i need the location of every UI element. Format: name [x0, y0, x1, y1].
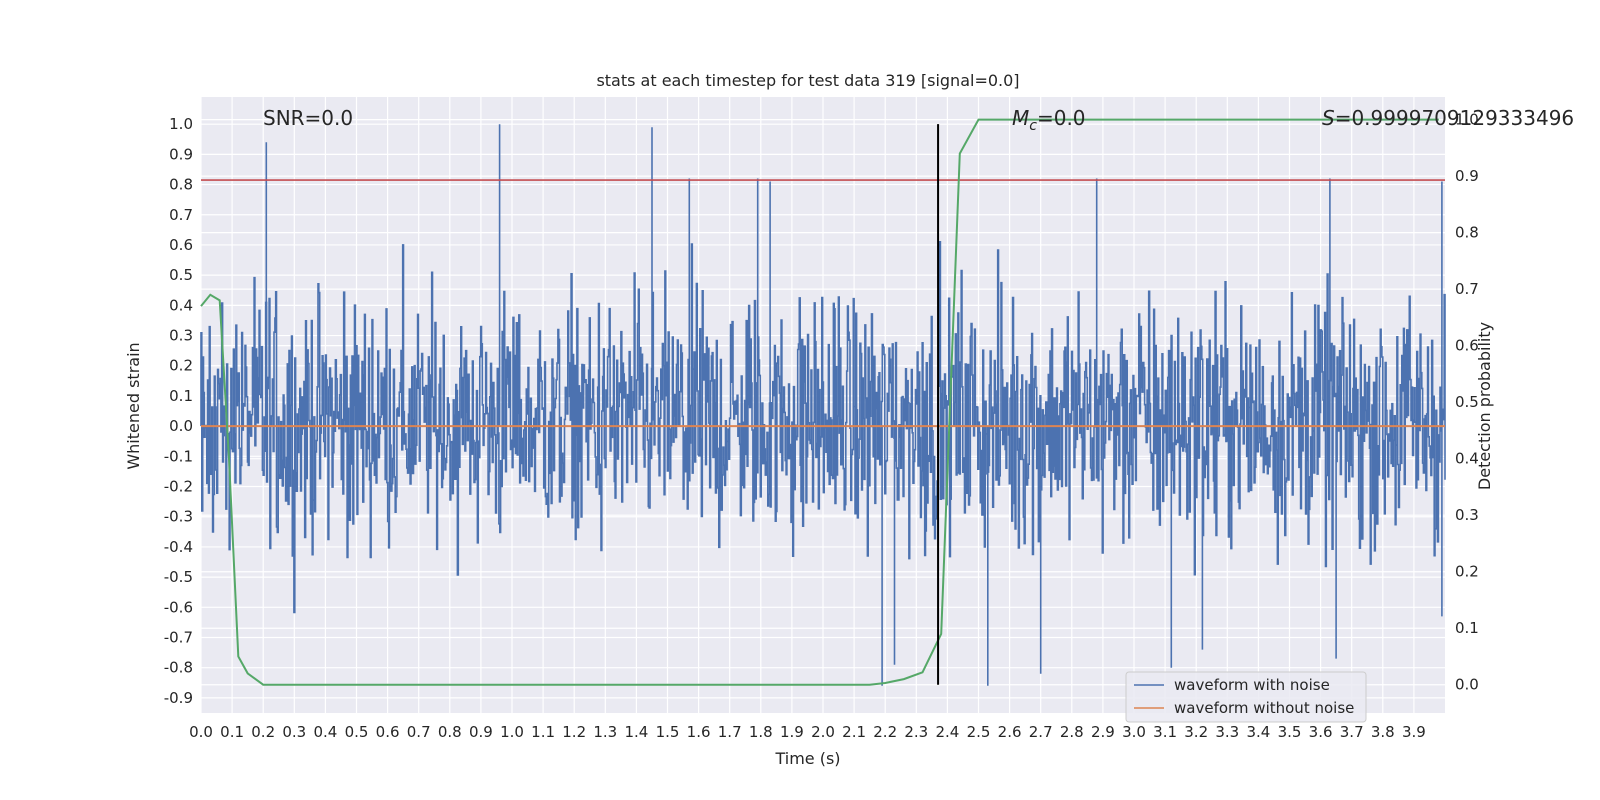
series-detection-probability [200, 118, 1439, 686]
x-tick-label: 0.6 [376, 723, 400, 741]
score-symbol: S [1322, 106, 1335, 130]
y-tick-label: 0.9 [169, 145, 193, 163]
y-tick-label: -0.6 [164, 598, 193, 616]
x-tick-label: 1.7 [718, 723, 742, 741]
series-waveform-with-noise [200, 124, 1446, 686]
x-tick-label: 1.3 [593, 723, 617, 741]
x-tick-label: 1.5 [656, 723, 680, 741]
y-tick-label: 0.6 [169, 236, 193, 254]
y-right-tick-label: 0.6 [1455, 337, 1479, 355]
noisy-waveform-path [200, 124, 1446, 686]
x-axis-label: Time (s) [774, 749, 840, 768]
y-right-tick-label: 0.7 [1455, 280, 1479, 298]
y-tick-label: -0.3 [164, 508, 193, 526]
x-tick-label: 2.2 [873, 723, 897, 741]
x-tick-label: 0.8 [438, 723, 462, 741]
x-tick-label: 0.4 [313, 723, 337, 741]
x-tick-label: 3.3 [1215, 723, 1239, 741]
chirp-mass-annotation: Mc=0.0 [1012, 106, 1086, 134]
x-tick-label: 0.1 [220, 723, 244, 741]
y-tick-label: 0.0 [169, 417, 193, 435]
legend-box [1125, 671, 1367, 723]
x-tick-label: 1.0 [500, 723, 524, 741]
x-tick-label: 0.5 [345, 723, 369, 741]
chirp-mass-symbol: M [1012, 106, 1029, 130]
x-tick-label: 1.9 [780, 723, 804, 741]
x-tick-label: 3.4 [1246, 723, 1270, 741]
y-tick-label: -0.9 [164, 689, 193, 707]
y-right-tick-label: 0.1 [1455, 619, 1479, 637]
x-tick-label: 2.6 [998, 723, 1022, 741]
y-right-tick-label: 0.8 [1455, 224, 1479, 242]
y-tick-label: -0.8 [164, 659, 193, 677]
y-tick-label: 1.0 [169, 115, 193, 133]
y-right-tick-label: 0.4 [1455, 450, 1479, 468]
x-tick-label: 2.5 [967, 723, 991, 741]
x-tick-label: 1.2 [562, 723, 586, 741]
x-tick-label: 3.8 [1371, 723, 1395, 741]
y-right-tick-label: 0.5 [1455, 393, 1479, 411]
x-tick-label: 2.3 [904, 723, 928, 741]
x-tick-label: 3.6 [1309, 723, 1333, 741]
chirp-mass-value: =0.0 [1037, 106, 1086, 130]
x-tick-label: 3.1 [1153, 723, 1177, 741]
x-tick-label: 3.5 [1278, 723, 1302, 741]
legend: waveform with noise waveform without noi… [1125, 671, 1367, 723]
legend-label-noisy: waveform with noise [1174, 676, 1330, 694]
y-tick-label: 0.4 [169, 296, 193, 314]
x-tick-label: 0.7 [407, 723, 431, 741]
x-tick-label: 0.9 [469, 723, 493, 741]
snr-annotation: SNR=0.0 [263, 106, 353, 130]
y-right-axis-label: Detection probability [1475, 322, 1494, 490]
score-value: =0.9999709129333496 [1335, 106, 1574, 130]
x-tick-label: 3.7 [1340, 723, 1364, 741]
x-tick-label: 1.4 [624, 723, 648, 741]
y-tick-label: 0.7 [169, 206, 193, 224]
y-tick-label: 0.2 [169, 357, 193, 375]
x-tick-label: 2.9 [1091, 723, 1115, 741]
y-tick-label: -0.7 [164, 629, 193, 647]
y-tick-label: -0.5 [164, 568, 193, 586]
chirp-mass-subscript: c [1029, 118, 1037, 134]
y-tick-label: -0.2 [164, 478, 193, 496]
x-axis-ticks: 0.0 0.1 0.2 0.3 0.4 0.5 0.6 0.7 0.8 0.9 1.0 1.1 1.2 1… [189, 723, 1426, 741]
y-right-tick-label: 1.0 [1455, 111, 1479, 129]
x-tick-label: 1.8 [749, 723, 773, 741]
y-axis-label: Whitened strain [124, 342, 143, 469]
x-tick-label: 2.7 [1029, 723, 1053, 741]
y-tick-label: -0.1 [164, 447, 193, 465]
score-annotation: S=0.9999709129333496 [1322, 106, 1574, 130]
y-right-axis-ticks: 1.0 0.9 0.8 0.7 0.6 0.5 0.4 0.3 0.2 0.1 0.0 [1455, 111, 1479, 694]
x-tick-label: 2.0 [811, 723, 835, 741]
x-tick-label: 0.0 [189, 723, 213, 741]
x-tick-label: 2.1 [842, 723, 866, 741]
y-tick-label: 0.5 [169, 266, 193, 284]
x-tick-label: 0.2 [251, 723, 275, 741]
y-tick-label: 0.1 [169, 387, 193, 405]
x-tick-label: 3.9 [1402, 723, 1426, 741]
x-tick-label: 2.4 [935, 723, 959, 741]
y-tick-label: 0.8 [169, 176, 193, 194]
y-tick-label: -0.4 [164, 538, 193, 556]
x-tick-label: 3.2 [1184, 723, 1208, 741]
y-axis-ticks: 1.0 0.9 0.8 0.7 0.6 0.5 0.4 0.3 0.2 0.1 0.0 -0.1 -0.… [164, 115, 193, 707]
x-tick-label: 1.6 [687, 723, 711, 741]
x-tick-label: 1.1 [531, 723, 555, 741]
legend-label-clean: waveform without noise [1174, 699, 1354, 717]
chart-title: stats at each timestep for test data 319… [596, 71, 1019, 90]
y-tick-label: 0.3 [169, 327, 193, 345]
x-tick-label: 2.8 [1060, 723, 1084, 741]
y-right-tick-label: 0.2 [1455, 563, 1479, 581]
y-right-tick-label: 0.9 [1455, 167, 1479, 185]
y-right-tick-label: 0.3 [1455, 506, 1479, 524]
y-right-tick-label: 0.0 [1455, 676, 1479, 694]
x-tick-label: 3.0 [1122, 723, 1146, 741]
x-tick-label: 0.3 [282, 723, 306, 741]
